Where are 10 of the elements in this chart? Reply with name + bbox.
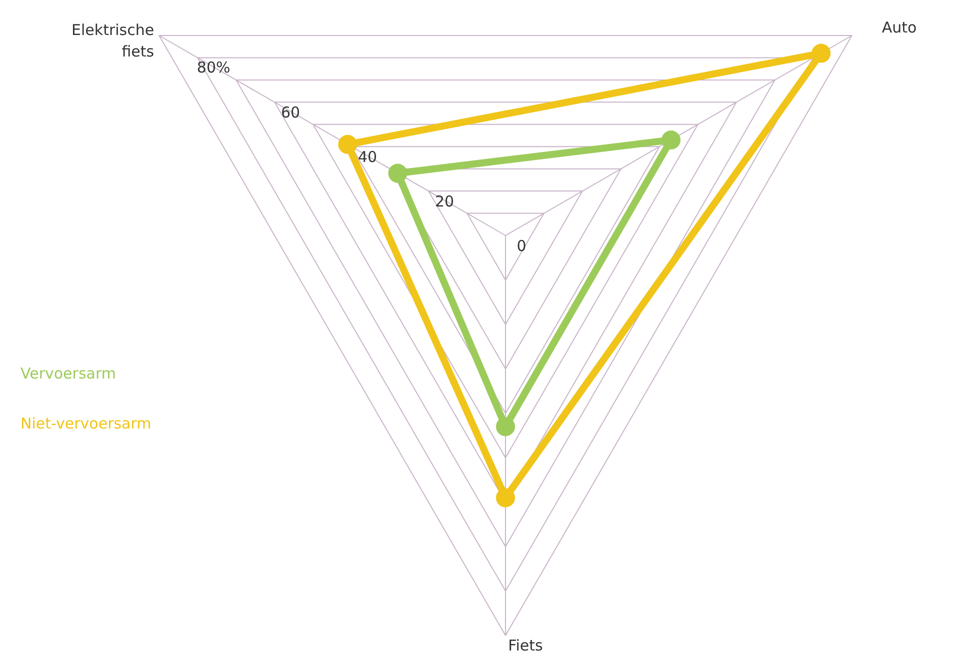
spoke-label: Auto — [882, 18, 917, 36]
y-tick-label: 80% — [196, 58, 230, 77]
text: Vervoersarm — [20, 364, 116, 382]
text: Niet-vervoersarm — [20, 414, 152, 432]
spoke-label: Elektrische fiets — [72, 20, 154, 60]
y-tick-label: 40 — [358, 148, 378, 166]
spoke-label: Fiets — [508, 636, 543, 654]
y-tick-label: 0 — [516, 237, 526, 255]
y-tick-label: 60 — [281, 104, 300, 122]
y-tick-label: 20 — [434, 192, 454, 211]
